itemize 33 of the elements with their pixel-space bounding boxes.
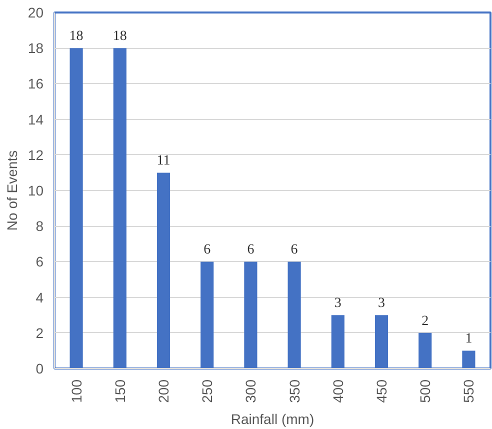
- y-tick-label: 18: [28, 40, 44, 56]
- x-axis-title: Rainfall (mm): [230, 410, 314, 427]
- y-tick-label: 2: [36, 324, 44, 341]
- y-tick-label: 8: [36, 218, 44, 234]
- x-tick-label: 200: [156, 379, 172, 403]
- x-tick-label: 100: [68, 379, 84, 403]
- data-label: 1: [465, 332, 472, 347]
- y-tick-label: 14: [28, 111, 44, 128]
- data-label: 3: [334, 296, 342, 312]
- x-tick-label: 550: [460, 379, 477, 403]
- x-tick-label: 300: [242, 379, 259, 403]
- y-tick-label: 20: [28, 4, 44, 20]
- x-tick-label: 450: [374, 379, 390, 403]
- data-label: 2: [422, 314, 429, 329]
- y-tick-label: 0: [36, 360, 44, 376]
- data-label: 6: [290, 242, 298, 258]
- x-tick-label: 500: [417, 379, 434, 403]
- y-tick-label: 16: [28, 76, 44, 92]
- data-label: 6: [204, 242, 211, 258]
- x-tick-label: 150: [112, 379, 128, 403]
- y-tick-label: 12: [28, 146, 44, 163]
- x-tick-label: 350: [286, 379, 302, 403]
- data-label: 3: [378, 296, 385, 312]
- data-label: 11: [156, 154, 170, 169]
- y-tick-label: 4: [36, 289, 44, 306]
- data-label: 18: [112, 29, 127, 44]
- y-axis-title: No of Events: [4, 150, 20, 231]
- x-tick-label: 400: [330, 379, 346, 403]
- x-tick-label: 250: [199, 379, 216, 403]
- data-label: 18: [69, 29, 84, 44]
- y-tick-label: 6: [36, 254, 44, 270]
- data-label: 6: [247, 242, 254, 258]
- y-tick-label: 10: [28, 182, 44, 198]
